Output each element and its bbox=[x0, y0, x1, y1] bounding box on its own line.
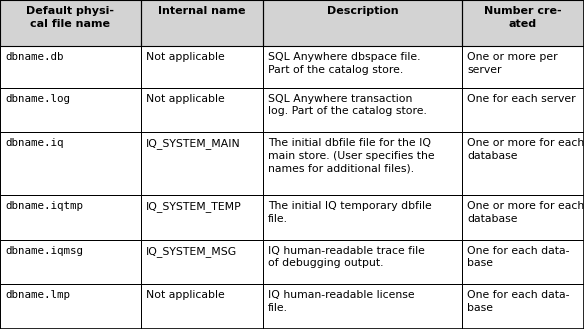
Bar bbox=[141, 46, 263, 88]
Bar bbox=[263, 240, 462, 284]
Text: The initial IQ temporary dbfile
file.: The initial IQ temporary dbfile file. bbox=[268, 201, 432, 224]
Bar bbox=[263, 284, 462, 329]
Bar bbox=[462, 195, 584, 240]
Bar bbox=[141, 88, 263, 132]
Text: One or more per
server: One or more per server bbox=[467, 53, 558, 75]
Bar bbox=[462, 132, 584, 195]
Text: SQL Anywhere transaction
log. Part of the catalog store.: SQL Anywhere transaction log. Part of th… bbox=[268, 94, 427, 116]
Bar bbox=[462, 240, 584, 284]
Text: IQ_SYSTEM_TEMP: IQ_SYSTEM_TEMP bbox=[146, 201, 242, 212]
Bar bbox=[263, 195, 462, 240]
Bar bbox=[0, 132, 141, 195]
Text: Description: Description bbox=[326, 6, 398, 16]
Bar bbox=[263, 46, 462, 88]
Text: One or more for each
database: One or more for each database bbox=[467, 138, 584, 161]
Text: dbname.log: dbname.log bbox=[5, 94, 70, 104]
Bar bbox=[141, 195, 263, 240]
Bar bbox=[263, 88, 462, 132]
Text: dbname.iqtmp: dbname.iqtmp bbox=[5, 201, 83, 211]
Bar bbox=[0, 88, 141, 132]
Text: Not applicable: Not applicable bbox=[146, 94, 225, 104]
Bar bbox=[263, 0, 462, 46]
Text: dbname.iq: dbname.iq bbox=[5, 138, 64, 148]
Text: Not applicable: Not applicable bbox=[146, 53, 225, 63]
Bar bbox=[462, 284, 584, 329]
Text: One for each data-
base: One for each data- base bbox=[467, 245, 569, 268]
Bar bbox=[462, 0, 584, 46]
Text: IQ human-readable license
file.: IQ human-readable license file. bbox=[268, 290, 415, 313]
Bar bbox=[263, 132, 462, 195]
Bar bbox=[141, 240, 263, 284]
Bar bbox=[0, 195, 141, 240]
Text: dbname.lmp: dbname.lmp bbox=[5, 290, 70, 300]
Text: Internal name: Internal name bbox=[158, 6, 246, 16]
Text: One for each data-
base: One for each data- base bbox=[467, 290, 569, 313]
Text: IQ_SYSTEM_MAIN: IQ_SYSTEM_MAIN bbox=[146, 138, 241, 149]
Text: Default physi-
cal file name: Default physi- cal file name bbox=[26, 6, 114, 29]
Bar bbox=[0, 284, 141, 329]
Bar bbox=[462, 88, 584, 132]
Text: IQ human-readable trace file
of debugging output.: IQ human-readable trace file of debuggin… bbox=[268, 245, 425, 268]
Bar bbox=[0, 46, 141, 88]
Text: Number cre-
ated: Number cre- ated bbox=[484, 6, 562, 29]
Bar bbox=[141, 284, 263, 329]
Bar bbox=[0, 240, 141, 284]
Bar bbox=[462, 46, 584, 88]
Text: IQ_SYSTEM_MSG: IQ_SYSTEM_MSG bbox=[146, 245, 237, 257]
Text: One or more for each
database: One or more for each database bbox=[467, 201, 584, 224]
Text: dbname.db: dbname.db bbox=[5, 53, 64, 63]
Bar bbox=[141, 0, 263, 46]
Text: One for each server: One for each server bbox=[467, 94, 576, 104]
Bar bbox=[141, 132, 263, 195]
Text: dbname.iqmsg: dbname.iqmsg bbox=[5, 245, 83, 256]
Bar bbox=[0, 0, 141, 46]
Text: The initial dbfile file for the IQ
main store. (User specifies the
names for add: The initial dbfile file for the IQ main … bbox=[268, 138, 434, 174]
Text: SQL Anywhere dbspace file.
Part of the catalog store.: SQL Anywhere dbspace file. Part of the c… bbox=[268, 53, 420, 75]
Text: Not applicable: Not applicable bbox=[146, 290, 225, 300]
